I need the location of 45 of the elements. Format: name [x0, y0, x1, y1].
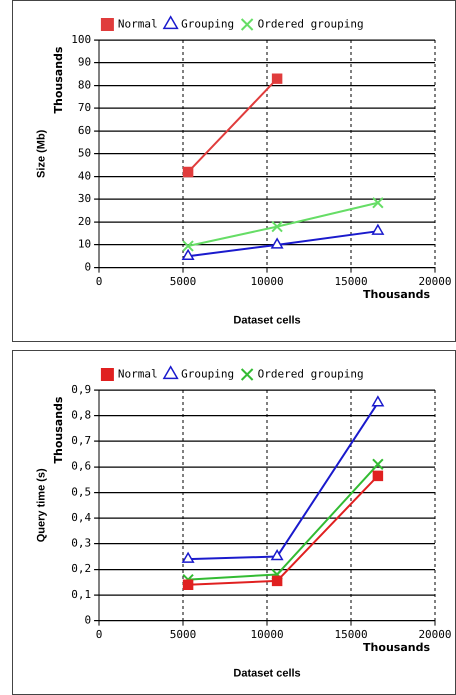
- legend-label: Normal: [118, 17, 158, 30]
- legend-label: Grouping: [181, 367, 234, 380]
- text: Thousands: [363, 288, 430, 301]
- x-tick-label: 0: [96, 628, 102, 642]
- y-tick-label: 100: [71, 32, 92, 46]
- y-tick-label: 90: [78, 56, 92, 69]
- text: Thousands: [363, 640, 430, 654]
- x-tick-label: 15000: [334, 628, 368, 642]
- text: Thousands: [52, 396, 65, 464]
- y-tick-label: 10: [78, 238, 92, 251]
- x-tick-label: 15000: [334, 275, 368, 288]
- y-tick-label: 0: [84, 613, 92, 626]
- x-tick-label: 10000: [250, 275, 284, 288]
- y-axis-title: Size (Mb): [36, 129, 48, 178]
- y-tick-label: 20: [78, 214, 92, 228]
- x-tick-label: 5000: [170, 628, 196, 642]
- x-tick-label: 5000: [170, 275, 196, 288]
- x-tick-label: 20000: [418, 275, 452, 288]
- y-tick-label: 0,7: [71, 434, 92, 448]
- y-tick-label: 0,6: [71, 460, 92, 473]
- legend-label: Ordered grouping: [258, 367, 364, 380]
- y-axis-title: Query time (s): [36, 468, 48, 542]
- y-tick-label: 80: [78, 78, 92, 92]
- y-tick-label: 0: [84, 260, 92, 274]
- y-tick-label: 0,2: [71, 562, 92, 576]
- y-tick-label: 0,3: [71, 536, 92, 550]
- x-axis-title: Dataset cells: [233, 314, 301, 326]
- y-tick-label: 70: [78, 101, 92, 114]
- y-tick-label: 0,4: [71, 510, 92, 524]
- x-tick-label: 0: [96, 275, 102, 288]
- y-tick-label: 40: [78, 169, 92, 182]
- y-tick-label: 0,5: [71, 485, 92, 498]
- text: Thousands: [52, 46, 65, 114]
- y-tick-label: 50: [78, 146, 92, 160]
- x-tick-label: 20000: [418, 628, 452, 642]
- y-tick-label: 0,8: [71, 408, 92, 422]
- legend-label: Normal: [118, 367, 158, 380]
- y-tick-label: 0,9: [71, 382, 92, 396]
- x-axis-title: Dataset cells: [233, 667, 301, 680]
- y-tick-label: 0,1: [71, 588, 92, 601]
- x-tick-label: 10000: [250, 628, 284, 642]
- legend-label: Ordered grouping: [258, 17, 364, 30]
- y-tick-label: 60: [78, 124, 92, 137]
- y-tick-label: 30: [78, 192, 92, 206]
- legend-label: Grouping: [181, 17, 234, 30]
